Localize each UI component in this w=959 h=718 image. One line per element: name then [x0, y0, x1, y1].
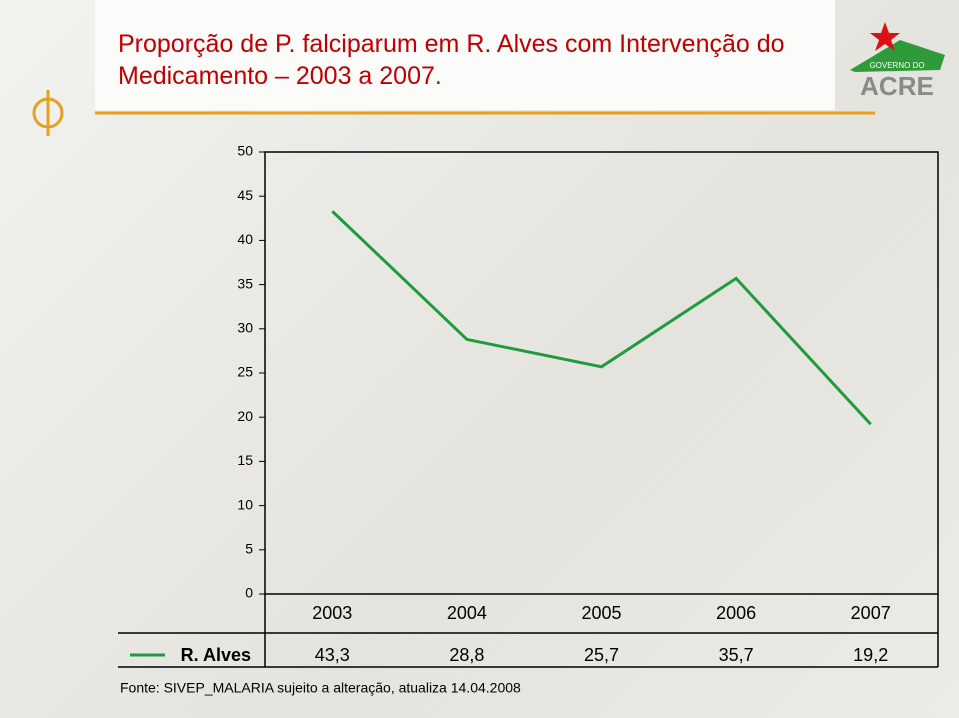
y-tick-label: 40: [237, 231, 253, 247]
logo: GOVERNO DO ACRE: [850, 22, 945, 101]
series-line: [331, 210, 872, 426]
y-tick-label: 50: [237, 143, 253, 159]
y-tick-label: 15: [237, 452, 253, 468]
y-tick-label: 10: [237, 496, 253, 512]
plot-frame: [264, 151, 939, 595]
x-tick-label: 2007: [851, 603, 891, 623]
y-tick-label: 35: [237, 275, 253, 291]
logo-text: GOVERNO DO: [869, 61, 924, 70]
y-tick-label: 25: [237, 364, 253, 380]
x-tick-label: 2005: [581, 603, 621, 623]
y-tick-label: 0: [245, 585, 253, 601]
header-band: [95, 0, 835, 110]
data-table-value: 19,2: [853, 645, 888, 665]
x-tick-label: 2004: [447, 603, 487, 623]
y-tick-label: 20: [237, 408, 253, 424]
source-note: Fonte: SIVEP_MALARIA sujeito a alteração…: [120, 680, 521, 696]
logo-text: ACRE: [860, 71, 934, 101]
x-tick-label: 2006: [716, 603, 756, 623]
y-tick-label: 5: [245, 541, 253, 557]
logo-star: [870, 22, 900, 51]
x-tick-label: 2003: [312, 603, 352, 623]
chart-title: Proporção de P. falciparum em R. Alves c…: [118, 30, 785, 90]
logo-shape: [850, 40, 945, 72]
legend-label: R. Alves: [181, 645, 251, 665]
y-tick-label: 30: [237, 320, 253, 336]
y-tick-label: 45: [237, 187, 253, 203]
data-table-value: 28,8: [449, 645, 484, 665]
data-table-value: 43,3: [315, 645, 350, 665]
data-table-value: 25,7: [584, 645, 619, 665]
data-table-value: 35,7: [719, 645, 754, 665]
